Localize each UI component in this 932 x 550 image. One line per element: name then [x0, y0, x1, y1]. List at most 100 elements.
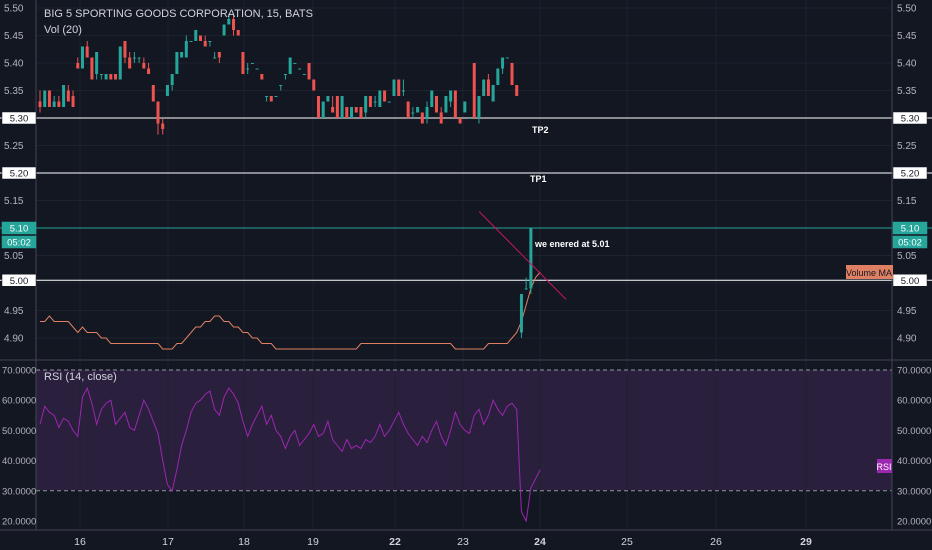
candle-body [246, 68, 250, 70]
candle-up [165, 85, 169, 96]
candle-body [482, 79, 486, 96]
candle-body [151, 85, 155, 102]
candle-body [439, 112, 443, 124]
candle-down [71, 90, 75, 107]
rsi-tick-label-right: 30.0000 [897, 486, 931, 497]
candle-body [486, 79, 490, 96]
candle-body [302, 74, 306, 75]
candle-body [62, 85, 66, 107]
candle-up [302, 74, 306, 75]
candle-down [434, 96, 438, 113]
chart-title: BIG 5 SPORTING GOODS CORPORATION, 15, BA… [44, 8, 313, 20]
price-tick-label-right: 5.25 [897, 141, 917, 152]
candle-body [519, 294, 523, 333]
candle-down [420, 112, 424, 124]
candle-down [307, 63, 311, 80]
candle-up [104, 74, 108, 80]
rsi-tick-label-left: 50.0000 [2, 426, 36, 437]
candle-body [416, 107, 420, 113]
price-badge-right: 5.20 [901, 169, 920, 180]
candle-body [373, 101, 377, 103]
rsi-tick-label-right: 70.0000 [897, 366, 931, 377]
candle-body [137, 57, 141, 59]
candle-body [109, 74, 113, 80]
time-tick-label: 16 [74, 536, 86, 548]
time-tick-label: 25 [621, 536, 633, 548]
candle-up [227, 13, 231, 25]
price-tick-label-left: 5.40 [4, 59, 24, 70]
candle-body [269, 96, 273, 102]
candle-body [274, 96, 278, 97]
chart-text: BIG 5 SPORTING GOODS CORPORATION, 15, BA… [44, 8, 893, 473]
candle-body [387, 101, 391, 103]
candle-up [501, 57, 505, 74]
candle-up [468, 118, 472, 119]
candle-down [38, 90, 42, 113]
candle-down [439, 107, 443, 124]
candle-body [99, 74, 103, 75]
candle-up [95, 52, 99, 80]
candle-body [170, 74, 174, 85]
candle-up [99, 74, 103, 80]
candle-body [463, 101, 467, 113]
candle-body [38, 101, 42, 107]
candle-up [118, 46, 122, 80]
candle-up [288, 57, 292, 74]
candle-down [85, 41, 89, 58]
candle-body [496, 68, 500, 85]
price-badge-left: 5.30 [10, 114, 29, 125]
candle-up [194, 30, 198, 41]
candle-body [213, 57, 217, 59]
candle-body [340, 96, 344, 118]
candle-up [274, 96, 278, 97]
candle-body [529, 228, 533, 289]
candle-up [350, 107, 354, 118]
rsi-tick-label-left: 30.0000 [2, 486, 36, 497]
candle-down [236, 30, 240, 36]
candle-up [246, 63, 250, 74]
candle-body [368, 96, 372, 107]
candle-down [453, 90, 457, 118]
candle-up [279, 85, 283, 91]
candle-down [486, 74, 490, 96]
candle-body [128, 57, 132, 69]
rsi-indicator-label[interactable]: RSI (14, close) [44, 371, 117, 383]
volume-indicator-label[interactable]: Vol (20) [44, 24, 82, 36]
candle-up [62, 85, 66, 107]
candle-body [104, 74, 108, 80]
price-badge-left-bg [1, 166, 37, 180]
candle-body [293, 63, 297, 64]
price-badge-left-bg [1, 221, 37, 235]
price-tick-label-left: 4.95 [4, 306, 24, 317]
candle-body [132, 57, 136, 59]
candle-body [524, 288, 528, 290]
candle-down [316, 96, 320, 118]
candle-body [147, 68, 151, 74]
candle-down [458, 118, 462, 124]
candle-body [142, 63, 146, 69]
time-tick-label: 19 [307, 536, 319, 548]
candle-down [241, 52, 245, 74]
candle-body [114, 74, 118, 80]
candlestick-series [38, 13, 533, 338]
candle-down [57, 96, 61, 107]
candle-body [354, 107, 358, 113]
price-tick-label-right: 5.35 [897, 86, 917, 97]
candle-up [505, 57, 509, 59]
candle-up [250, 63, 254, 64]
candle-body [260, 74, 264, 80]
candle-body [43, 90, 47, 107]
candle-up [43, 90, 47, 107]
candle-down [198, 35, 202, 41]
candle-body [401, 90, 405, 92]
candle-up [477, 96, 481, 124]
price-tick-label-left: 4.90 [4, 334, 24, 345]
candle-body [198, 35, 202, 41]
candle-body [184, 41, 188, 58]
candle-body [472, 63, 476, 118]
candle-up [170, 74, 174, 91]
candle-down [47, 90, 51, 107]
candle-body [420, 112, 424, 124]
candle-body [345, 107, 349, 118]
